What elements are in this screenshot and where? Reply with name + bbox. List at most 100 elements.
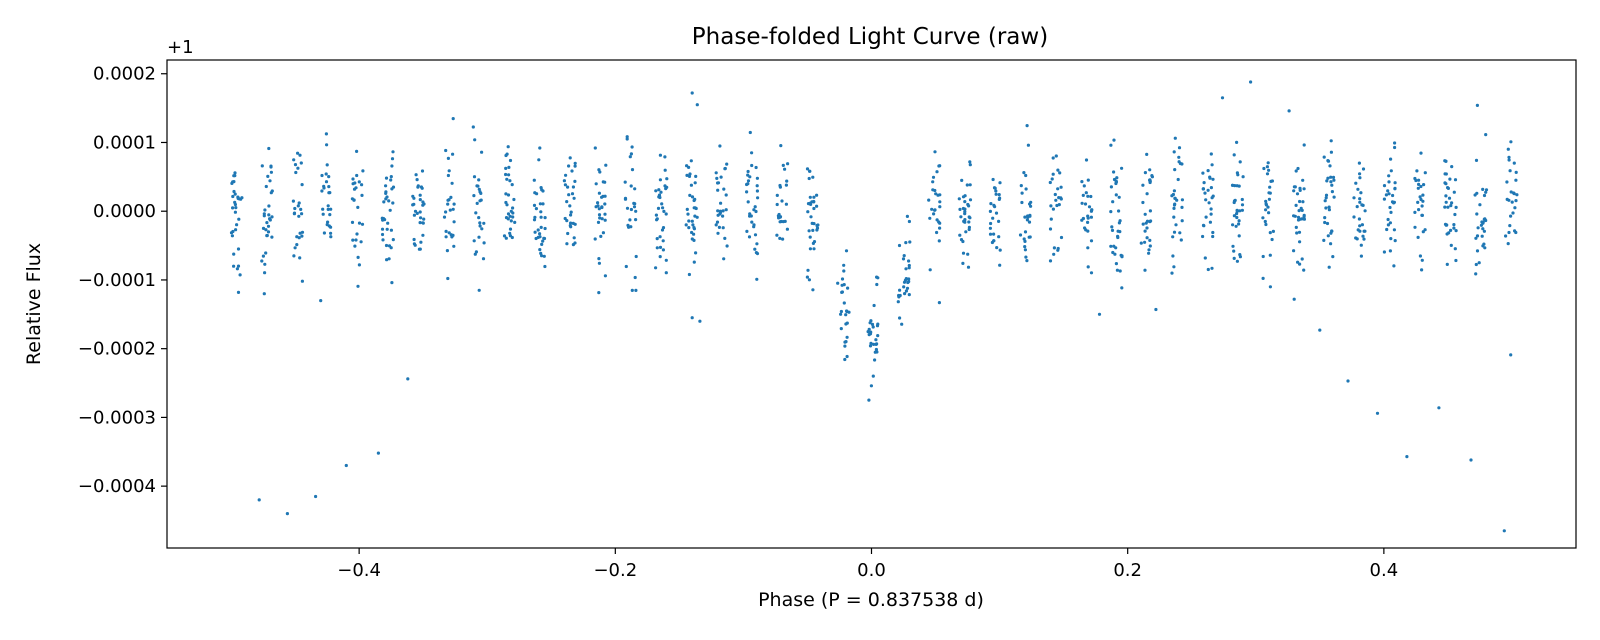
data-point <box>1405 455 1409 459</box>
data-point <box>593 146 597 150</box>
data-point <box>869 384 874 388</box>
data-point <box>907 259 911 263</box>
data-point <box>534 236 538 241</box>
data-point <box>541 202 545 206</box>
data-point <box>938 205 942 209</box>
data-point <box>962 219 966 223</box>
data-point <box>755 176 760 180</box>
data-point <box>1059 197 1063 201</box>
data-point <box>298 231 302 235</box>
data-point <box>1029 204 1033 208</box>
data-point <box>231 229 235 234</box>
data-point <box>1022 237 1026 241</box>
data-point <box>1447 196 1452 200</box>
data-point <box>842 263 846 267</box>
data-point <box>326 207 330 211</box>
data-point <box>597 207 601 211</box>
data-point <box>314 494 318 499</box>
data-point <box>847 310 851 314</box>
data-point <box>1264 202 1268 206</box>
data-point <box>898 293 902 298</box>
data-point <box>540 254 544 258</box>
data-point <box>1454 205 1458 209</box>
data-point <box>628 218 632 222</box>
data-point <box>1384 193 1388 197</box>
data-point <box>538 232 542 236</box>
data-point <box>1359 191 1363 195</box>
data-point <box>478 224 482 228</box>
data-point <box>357 221 362 225</box>
data-point <box>1120 166 1124 170</box>
data-point <box>296 151 300 155</box>
data-point <box>840 283 844 287</box>
data-point <box>755 189 760 193</box>
data-point <box>872 342 876 346</box>
data-point <box>695 103 699 107</box>
data-point <box>843 340 847 344</box>
data-point <box>480 150 484 154</box>
data-point <box>1268 285 1272 289</box>
data-point <box>1481 220 1485 224</box>
data-point <box>1511 211 1515 215</box>
data-point <box>988 226 993 230</box>
data-point <box>506 212 511 216</box>
data-point <box>567 164 571 168</box>
data-point <box>1172 203 1177 207</box>
data-point <box>509 209 513 213</box>
data-point <box>510 183 514 187</box>
data-point <box>664 258 668 262</box>
data-point <box>871 325 875 329</box>
data-point <box>633 202 637 206</box>
data-point <box>938 226 942 230</box>
data-point <box>1512 192 1516 196</box>
data-point <box>376 451 380 455</box>
data-point <box>504 200 508 205</box>
data-point <box>689 183 694 187</box>
data-point <box>687 219 691 223</box>
data-point <box>1269 179 1273 183</box>
data-point <box>752 223 756 227</box>
data-point <box>292 212 296 216</box>
data-point <box>656 206 661 210</box>
data-point <box>655 237 659 241</box>
data-point <box>1235 259 1239 263</box>
data-point <box>654 213 659 217</box>
data-point <box>1089 271 1094 275</box>
data-point <box>967 215 971 219</box>
data-point <box>1145 236 1149 240</box>
data-point <box>384 243 389 248</box>
data-point <box>389 175 393 179</box>
data-point <box>1504 234 1508 238</box>
data-point <box>721 209 725 213</box>
data-point <box>1240 197 1244 202</box>
data-point <box>958 233 962 237</box>
data-point <box>754 251 759 255</box>
data-point <box>1302 268 1306 272</box>
data-point <box>1048 227 1053 231</box>
data-point <box>600 205 604 210</box>
data-point <box>445 249 449 253</box>
data-point <box>1209 207 1213 211</box>
data-point <box>1267 197 1271 201</box>
data-point <box>418 210 422 214</box>
data-point <box>1387 180 1391 184</box>
data-point <box>354 186 358 190</box>
data-point <box>1180 219 1184 223</box>
data-point <box>451 117 455 121</box>
data-point <box>384 197 388 201</box>
data-point <box>933 208 937 212</box>
data-point <box>329 225 333 229</box>
data-point <box>298 256 302 260</box>
data-point <box>1292 249 1296 253</box>
data-point <box>998 181 1002 185</box>
data-point <box>1048 180 1052 185</box>
data-point <box>508 179 512 183</box>
data-point <box>754 209 758 214</box>
data-point <box>325 163 329 167</box>
data-point <box>1484 190 1488 194</box>
data-point <box>1484 218 1488 223</box>
data-point <box>352 198 356 202</box>
data-point <box>694 174 698 178</box>
data-point <box>625 137 629 141</box>
data-point <box>1474 158 1479 162</box>
